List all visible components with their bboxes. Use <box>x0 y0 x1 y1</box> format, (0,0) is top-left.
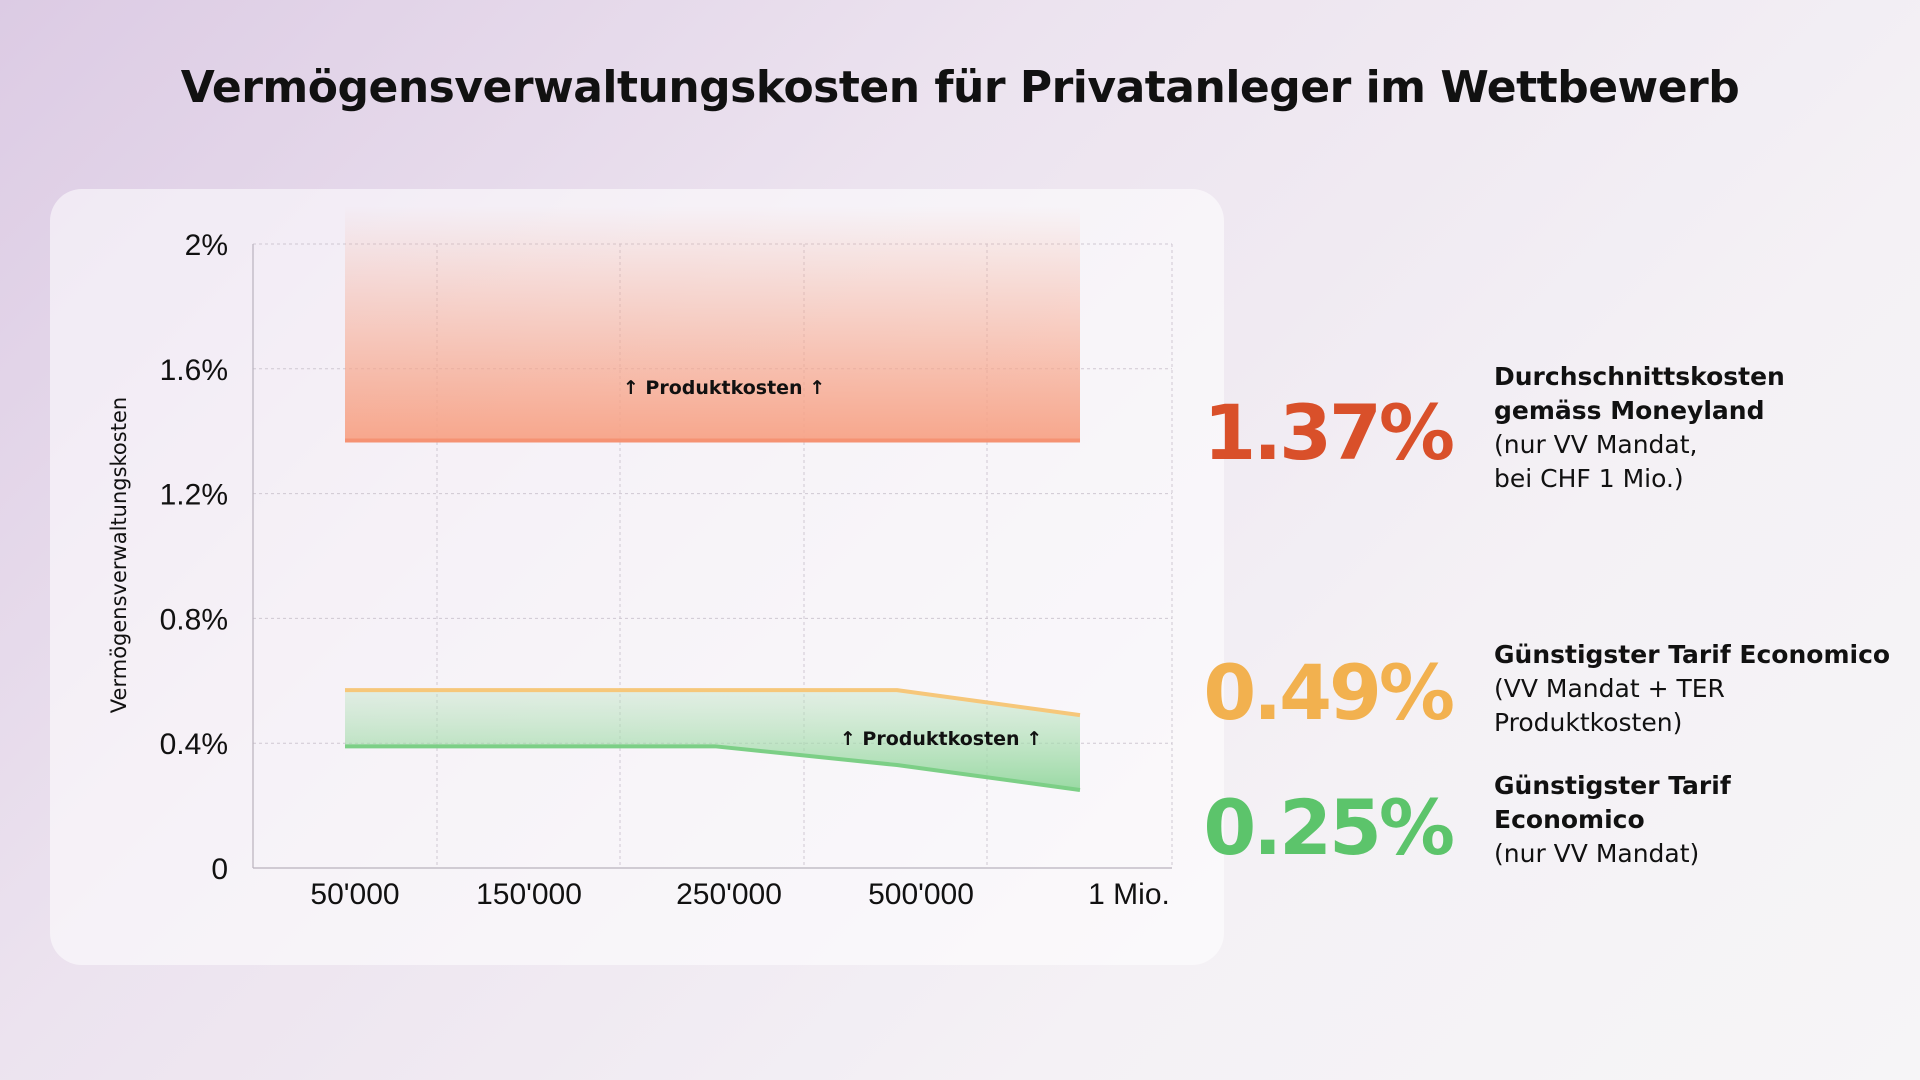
y-tick-label: 2% <box>185 229 228 262</box>
stat-value-economico-ter: 0.49% <box>1203 648 1455 737</box>
stat-body-average: (nur VV Mandat, bei CHF 1 Mio.) <box>1494 430 1698 493</box>
y-tick-label: 0.4% <box>160 728 228 761</box>
y-tick-label: 1.6% <box>160 354 228 387</box>
annotation-produktkosten-green: ↑ Produktkosten ↑ <box>840 728 1042 750</box>
series-area-economico <box>345 690 1080 790</box>
stat-value-average: 1.37% <box>1203 388 1455 477</box>
tick-labels: 0 0.4% 0.8% 1.2% 1.6% 2% 50'000 150'000 250'000 5… <box>160 229 1170 911</box>
y-tick-label: 0 <box>211 853 228 886</box>
x-tick-label: 250'000 <box>676 878 782 911</box>
x-tick-label: 50'000 <box>310 878 399 911</box>
x-tick-label: 1 Mio. <box>1088 878 1170 911</box>
stat-body-economico-vv: (nur VV Mandat) <box>1494 839 1700 868</box>
stat-value-economico-vv: 0.25% <box>1203 783 1455 872</box>
series-lines <box>345 438 1081 792</box>
axes <box>252 244 1172 869</box>
series-areas <box>345 206 1080 790</box>
x-tick-label: 150'000 <box>476 878 582 911</box>
stat-desc-average: Durchschnittskosten gemäss Moneyland (nu… <box>1494 360 1785 496</box>
stat-desc-economico-vv: Günstigster Tarif Economico (nur VV Mand… <box>1494 769 1731 871</box>
y-axis-label: Vermögensverwaltungskosten <box>107 397 131 713</box>
page-title: Vermögensverwaltungskosten für Privatanl… <box>180 62 1740 113</box>
stat-heading-economico-ter: Günstigster Tarif Economico <box>1494 640 1891 669</box>
annotation-produktkosten-red: ↑ Produktkosten ↑ <box>623 377 825 399</box>
series-line-economico-ter <box>345 688 1081 718</box>
series-line-economico-vv <box>345 744 1081 792</box>
stat-heading-economico-vv: Günstigster Tarif Economico <box>1494 771 1731 834</box>
stat-desc-economico-ter: Günstigster Tarif Economico (VV Mandat +… <box>1494 638 1890 740</box>
stat-heading-average: Durchschnittskosten gemäss Moneyland <box>1494 362 1785 425</box>
y-tick-label: 0.8% <box>160 603 228 636</box>
x-tick-label: 500'000 <box>868 878 974 911</box>
stat-body-economico-ter: (VV Mandat + TER Produktkosten) <box>1494 674 1725 737</box>
series-area-average <box>345 206 1080 441</box>
y-tick-label: 1.2% <box>160 479 228 512</box>
